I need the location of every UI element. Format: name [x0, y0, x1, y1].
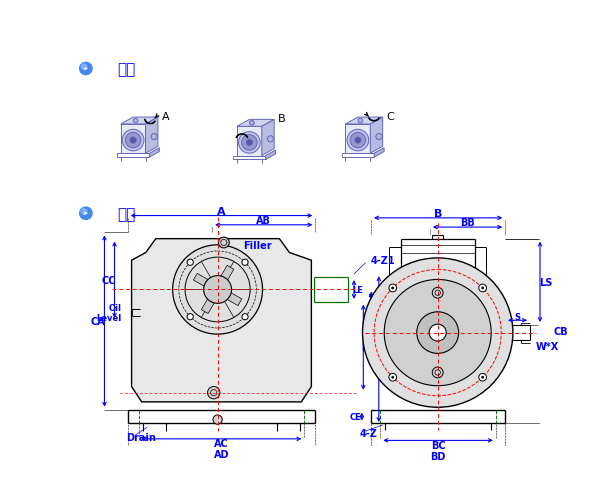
Text: AC: AC [214, 438, 229, 448]
Polygon shape [221, 266, 234, 281]
Polygon shape [237, 120, 274, 127]
Polygon shape [346, 125, 370, 154]
Text: LS: LS [539, 277, 553, 287]
Circle shape [187, 260, 193, 266]
Circle shape [392, 287, 394, 290]
Circle shape [268, 136, 274, 143]
Circle shape [242, 314, 248, 320]
Circle shape [392, 376, 394, 379]
Polygon shape [84, 212, 88, 215]
Text: 規格: 規格 [118, 206, 136, 221]
Polygon shape [237, 127, 262, 156]
Circle shape [347, 130, 369, 152]
Polygon shape [227, 293, 242, 306]
Text: LB: LB [361, 343, 373, 352]
Circle shape [432, 367, 443, 378]
Circle shape [389, 285, 397, 292]
Circle shape [213, 415, 222, 424]
Text: W*X: W*X [536, 342, 559, 352]
Circle shape [125, 133, 141, 148]
Circle shape [481, 287, 484, 290]
Text: 4-Z: 4-Z [359, 428, 377, 438]
Polygon shape [121, 118, 158, 125]
Circle shape [479, 374, 487, 381]
Circle shape [358, 119, 362, 124]
Text: AB: AB [256, 216, 271, 226]
Text: A: A [162, 111, 169, 121]
Circle shape [250, 121, 254, 126]
Text: Filler: Filler [243, 240, 272, 250]
Polygon shape [262, 120, 274, 156]
Text: CB: CB [554, 326, 568, 336]
Polygon shape [146, 118, 158, 154]
Text: A: A [217, 206, 226, 216]
Circle shape [208, 387, 220, 399]
Polygon shape [374, 148, 384, 158]
Text: BD: BD [430, 451, 446, 461]
Circle shape [151, 134, 157, 140]
Circle shape [481, 376, 484, 379]
Polygon shape [121, 125, 146, 154]
Circle shape [376, 134, 382, 140]
Polygon shape [202, 300, 214, 314]
Circle shape [173, 245, 263, 335]
Text: CE: CE [350, 412, 361, 421]
Polygon shape [84, 68, 88, 71]
Circle shape [479, 285, 487, 292]
Text: LE: LE [352, 286, 364, 295]
Polygon shape [346, 118, 383, 125]
Polygon shape [149, 148, 160, 158]
Text: C: C [386, 111, 394, 121]
Circle shape [432, 288, 443, 299]
Text: B: B [278, 114, 286, 124]
Circle shape [417, 312, 458, 354]
Text: BC: BC [431, 440, 445, 450]
Circle shape [429, 325, 446, 341]
Text: AD: AD [214, 449, 229, 459]
Text: CA: CA [91, 317, 106, 326]
Text: CC: CC [101, 275, 116, 285]
Polygon shape [370, 118, 383, 154]
Circle shape [80, 208, 92, 220]
Circle shape [389, 374, 397, 381]
Polygon shape [266, 151, 275, 160]
Polygon shape [131, 239, 311, 402]
Circle shape [355, 138, 361, 144]
Text: 4-Z1: 4-Z1 [371, 256, 395, 266]
Circle shape [122, 130, 144, 152]
Text: 軸向: 軸向 [118, 62, 136, 77]
Circle shape [218, 237, 229, 248]
Text: Oil
Level: Oil Level [96, 303, 121, 323]
Circle shape [81, 209, 87, 215]
Circle shape [246, 140, 253, 146]
Text: Drain: Drain [126, 432, 156, 442]
Circle shape [242, 135, 257, 151]
Text: BB: BB [460, 218, 475, 228]
Circle shape [187, 314, 193, 320]
Circle shape [362, 259, 513, 407]
Circle shape [203, 276, 232, 304]
Circle shape [133, 119, 138, 124]
Text: B: B [434, 209, 442, 219]
Circle shape [130, 138, 136, 144]
Circle shape [350, 133, 365, 148]
Circle shape [80, 63, 92, 76]
Circle shape [242, 260, 248, 266]
Circle shape [384, 280, 491, 386]
Polygon shape [193, 274, 208, 287]
Circle shape [239, 132, 260, 154]
Text: S: S [515, 312, 521, 321]
Circle shape [81, 65, 87, 70]
Text: LA: LA [369, 292, 381, 301]
Text: LC: LC [377, 345, 388, 354]
